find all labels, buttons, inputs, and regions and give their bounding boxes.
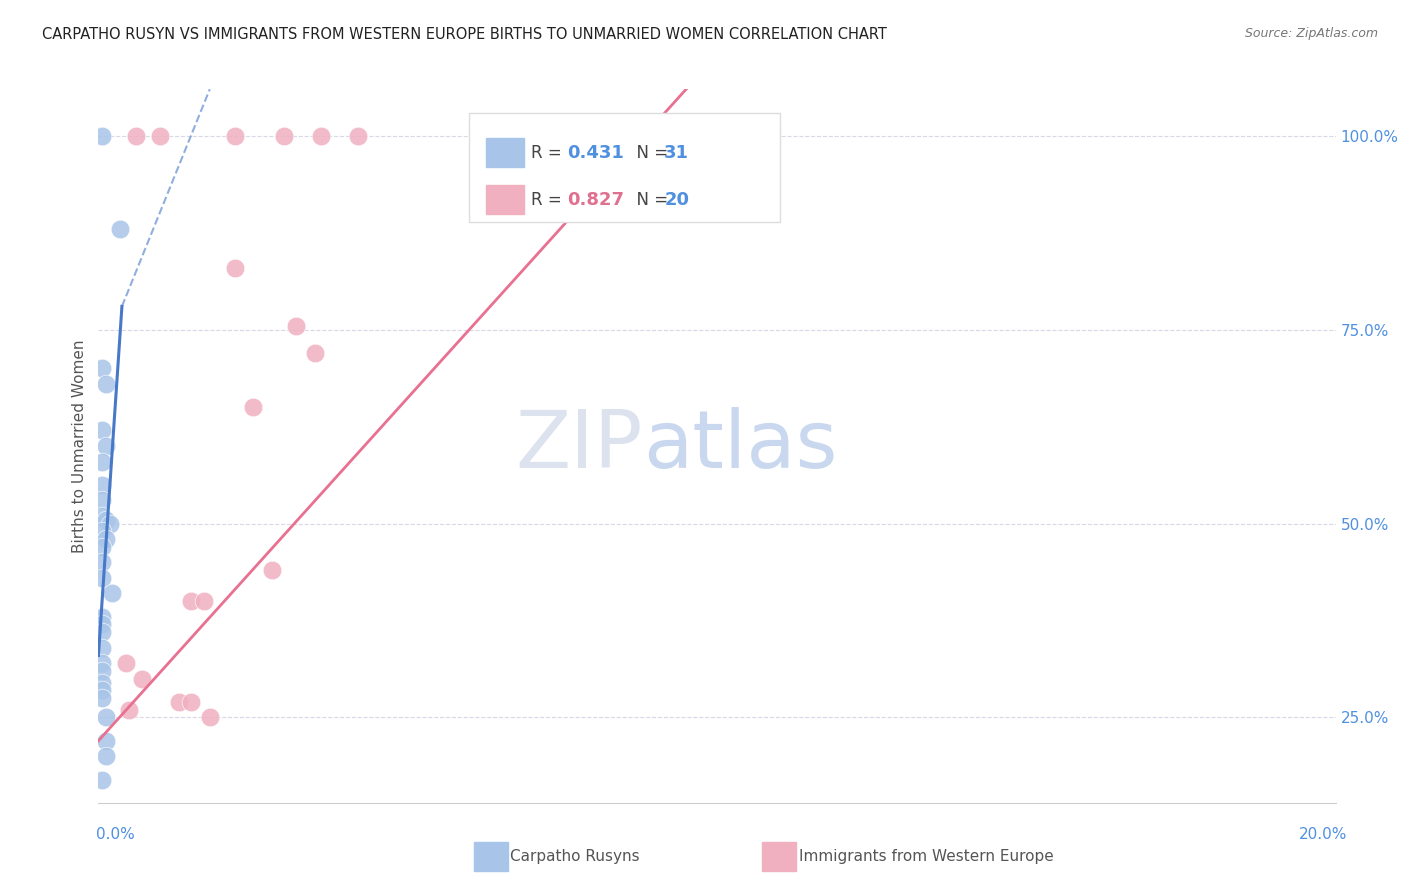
Point bbox=[90, 508, 112, 523]
Point bbox=[94, 513, 117, 527]
Text: R =: R = bbox=[530, 144, 567, 161]
Text: Carpatho Rusyns: Carpatho Rusyns bbox=[510, 849, 640, 863]
Y-axis label: Births to Unmarried Women: Births to Unmarried Women bbox=[72, 339, 87, 553]
Point bbox=[94, 710, 117, 724]
Point bbox=[108, 222, 131, 236]
Point bbox=[90, 772, 112, 787]
Text: ZIP: ZIP bbox=[516, 407, 643, 485]
Point bbox=[90, 555, 112, 569]
Point bbox=[94, 439, 117, 453]
Point bbox=[90, 640, 112, 655]
Point bbox=[90, 524, 112, 539]
Point bbox=[118, 703, 141, 717]
Point bbox=[90, 540, 112, 554]
Point bbox=[90, 609, 112, 624]
Point bbox=[90, 656, 112, 670]
Text: 20: 20 bbox=[664, 191, 689, 209]
Point bbox=[90, 361, 112, 376]
Point bbox=[273, 128, 295, 143]
Point bbox=[94, 376, 117, 391]
Point bbox=[90, 683, 112, 698]
Point bbox=[94, 733, 117, 747]
Point bbox=[198, 710, 221, 724]
Text: Source: ZipAtlas.com: Source: ZipAtlas.com bbox=[1244, 27, 1378, 40]
Text: atlas: atlas bbox=[643, 407, 837, 485]
Point bbox=[90, 493, 112, 508]
Point bbox=[180, 695, 202, 709]
Point bbox=[149, 128, 172, 143]
Point bbox=[94, 749, 117, 764]
Text: N =: N = bbox=[626, 144, 673, 161]
Point bbox=[90, 128, 112, 143]
Text: Immigrants from Western Europe: Immigrants from Western Europe bbox=[799, 849, 1053, 863]
Point bbox=[90, 625, 112, 640]
Text: CARPATHO RUSYN VS IMMIGRANTS FROM WESTERN EUROPE BIRTHS TO UNMARRIED WOMEN CORRE: CARPATHO RUSYN VS IMMIGRANTS FROM WESTER… bbox=[42, 27, 887, 42]
Point bbox=[90, 424, 112, 438]
Point bbox=[90, 675, 112, 690]
Point bbox=[94, 532, 117, 546]
Point bbox=[124, 128, 146, 143]
Point bbox=[180, 594, 202, 608]
Point bbox=[224, 260, 246, 275]
Point bbox=[131, 672, 153, 686]
Text: 0.431: 0.431 bbox=[567, 144, 624, 161]
Point bbox=[90, 454, 112, 468]
Text: N =: N = bbox=[626, 191, 673, 209]
Point bbox=[90, 571, 112, 585]
Text: R =: R = bbox=[530, 191, 567, 209]
Point bbox=[90, 617, 112, 632]
Point bbox=[347, 128, 370, 143]
Point bbox=[90, 477, 112, 491]
Text: 0.827: 0.827 bbox=[567, 191, 624, 209]
Point bbox=[309, 128, 332, 143]
Point bbox=[193, 594, 215, 608]
Point bbox=[90, 691, 112, 706]
Point bbox=[90, 664, 112, 678]
Point bbox=[167, 695, 190, 709]
Text: 0.0%: 0.0% bbox=[96, 827, 135, 841]
Point bbox=[285, 318, 308, 333]
Point bbox=[115, 656, 138, 670]
Point bbox=[644, 128, 666, 143]
Point bbox=[242, 401, 264, 415]
Point bbox=[304, 346, 326, 360]
Text: 20.0%: 20.0% bbox=[1299, 827, 1347, 841]
Point bbox=[260, 563, 283, 577]
Point bbox=[224, 128, 246, 143]
Point bbox=[101, 586, 124, 600]
Text: 31: 31 bbox=[664, 144, 689, 161]
Point bbox=[98, 516, 121, 531]
